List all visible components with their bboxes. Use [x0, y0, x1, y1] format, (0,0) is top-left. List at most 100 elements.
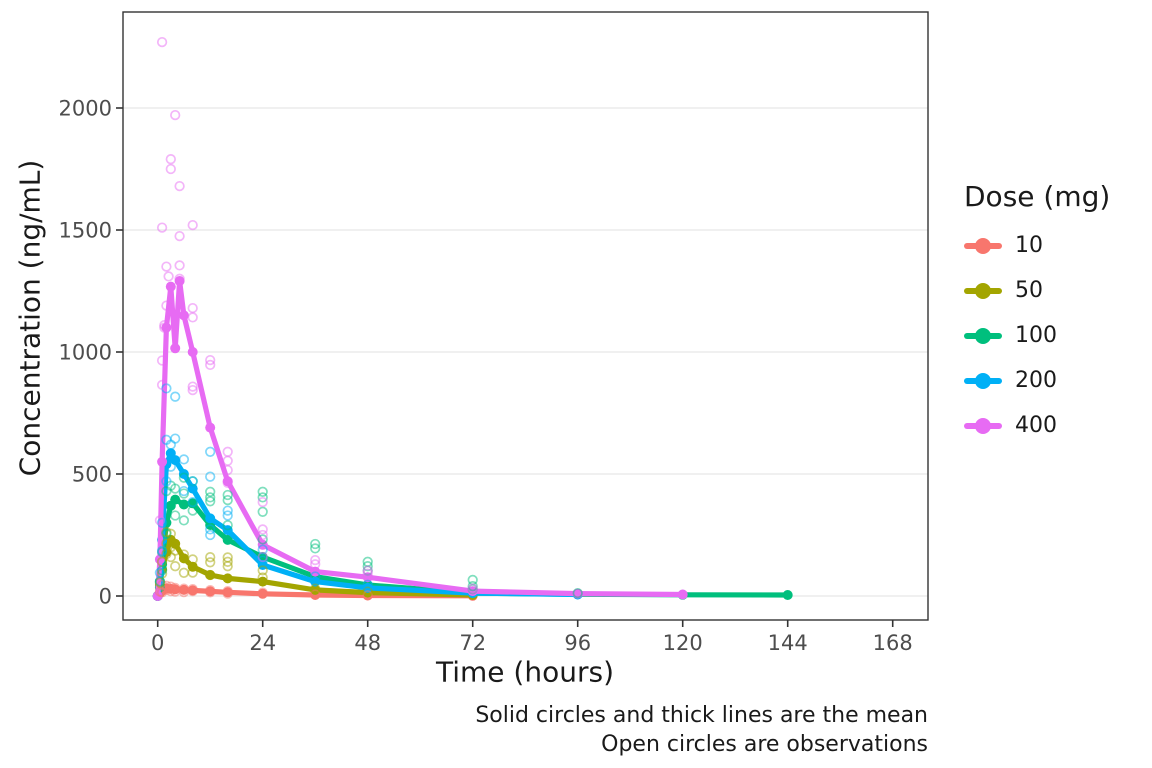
observation-point-100mg [257, 492, 268, 503]
legend-label-400: 400 [1015, 413, 1057, 438]
observation-point-200mg [161, 476, 172, 487]
observation-point-100mg [222, 494, 233, 506]
observation-point-100mg [156, 565, 168, 576]
mean-point-400mg [157, 456, 168, 467]
observation-point-400mg [156, 379, 168, 391]
observation-point-10mg [187, 585, 198, 597]
x-tick-label-96: 96 [564, 631, 591, 655]
observation-point-200mg [205, 529, 216, 541]
legend-key-icon-100 [964, 327, 1002, 344]
observation-point-400mg [187, 219, 198, 231]
observation-point-50mg [165, 551, 176, 563]
legend-key-icon-400 [964, 417, 1002, 434]
x-tick-label-48: 48 [354, 631, 381, 655]
observation-point-200mg [187, 496, 198, 508]
x-tick-label-72: 72 [459, 631, 486, 655]
observation-point-100mg [572, 587, 583, 599]
observation-point-200mg [205, 471, 216, 482]
observation-point-400mg [174, 273, 185, 284]
legend-key-icon-50 [964, 282, 1002, 299]
observation-point-200mg [154, 567, 166, 578]
mean-point-400mg [187, 347, 198, 357]
x-tick-label-168: 168 [873, 631, 913, 655]
observation-point-50mg [165, 528, 176, 539]
observation-point-50mg [222, 556, 233, 567]
observation-point-400mg [222, 477, 233, 488]
observation-point-100mg [257, 506, 268, 517]
legend-key-dot-400 [975, 417, 991, 434]
observation-point-100mg [205, 496, 216, 507]
observation-point-400mg [156, 222, 168, 233]
observation-point-10mg [362, 590, 373, 601]
caption-line-1: Solid circles and thick lines are the me… [475, 703, 928, 728]
observation-point-400mg [187, 384, 198, 396]
observation-point-50mg [362, 586, 373, 597]
x-tick-label-144: 144 [768, 631, 808, 655]
legend-label-200: 200 [1015, 368, 1057, 393]
observation-point-400mg [205, 354, 216, 366]
legend-key-dot-100 [975, 327, 991, 344]
mean-point-400mg [174, 276, 185, 286]
observation-point-400mg [165, 163, 176, 175]
observation-point-400mg [187, 381, 198, 392]
observation-point-100mg [178, 515, 190, 526]
x-tick-label-120: 120 [663, 631, 703, 655]
observation-point-100mg [222, 489, 233, 501]
observation-point-400mg [161, 261, 172, 272]
mean-point-100mg [222, 534, 233, 545]
observation-point-10mg [205, 587, 216, 598]
legend-label-10: 10 [1015, 233, 1043, 258]
observation-point-400mg [170, 109, 181, 121]
observation-point-200mg [362, 579, 373, 590]
observation-point-50mg [205, 552, 216, 563]
observation-point-50mg [310, 583, 321, 594]
observation-point-50mg [178, 567, 190, 578]
mean-point-400mg [178, 310, 189, 321]
observation-point-100mg [205, 492, 216, 503]
mean-point-100mg [178, 499, 189, 510]
observation-point-400mg [156, 36, 168, 48]
x-tick-label-0: 0 [151, 631, 164, 655]
observation-point-200mg [222, 510, 233, 521]
legend-label-50: 50 [1015, 278, 1043, 303]
x-tick-label-24: 24 [249, 631, 276, 655]
observation-point-10mg [310, 589, 321, 600]
observation-point-400mg [174, 180, 185, 192]
y-tick-label-2000: 2000 [59, 97, 112, 121]
observation-point-200mg [156, 517, 168, 528]
legend-items: 10 50 100 200 400 [964, 223, 1110, 448]
observation-point-400mg [205, 359, 216, 371]
observation-point-400mg [187, 312, 198, 323]
observation-point-50mg [178, 549, 190, 560]
legend-key-dot-50 [975, 282, 991, 299]
observation-point-100mg [222, 520, 233, 531]
mean-point-400mg [677, 589, 688, 600]
observation-point-200mg [222, 505, 233, 516]
observation-point-400mg [257, 496, 268, 508]
observation-point-400mg [257, 529, 268, 541]
caption: Solid circles and thick lines are the me… [475, 701, 928, 759]
observation-point-100mg [310, 543, 321, 554]
observation-point-100mg [170, 510, 181, 521]
observation-point-50mg [222, 561, 233, 572]
observation-point-200mg [257, 544, 268, 555]
legend-item-100: 100 [964, 313, 1110, 358]
observation-point-200mg [178, 454, 190, 465]
y-tick-label-500: 500 [72, 463, 112, 487]
observation-point-200mg [187, 476, 198, 487]
observation-point-200mg [156, 545, 168, 557]
observation-point-400mg [154, 515, 166, 526]
observation-point-400mg [310, 554, 321, 566]
x-axis-title: Time (hours) [436, 655, 614, 689]
observation-point-400mg [362, 565, 373, 576]
mean-point-400mg [165, 281, 176, 292]
observation-point-200mg [257, 555, 268, 566]
legend-key-icon-200 [964, 372, 1002, 389]
legend-item-50: 50 [964, 268, 1110, 313]
observation-point-10mg [222, 588, 233, 599]
panel-background [123, 12, 928, 620]
legend-key-dot-10 [975, 237, 991, 254]
observation-point-400mg [257, 524, 268, 535]
mean-point-50mg [205, 570, 216, 580]
observation-point-50mg [170, 561, 181, 572]
